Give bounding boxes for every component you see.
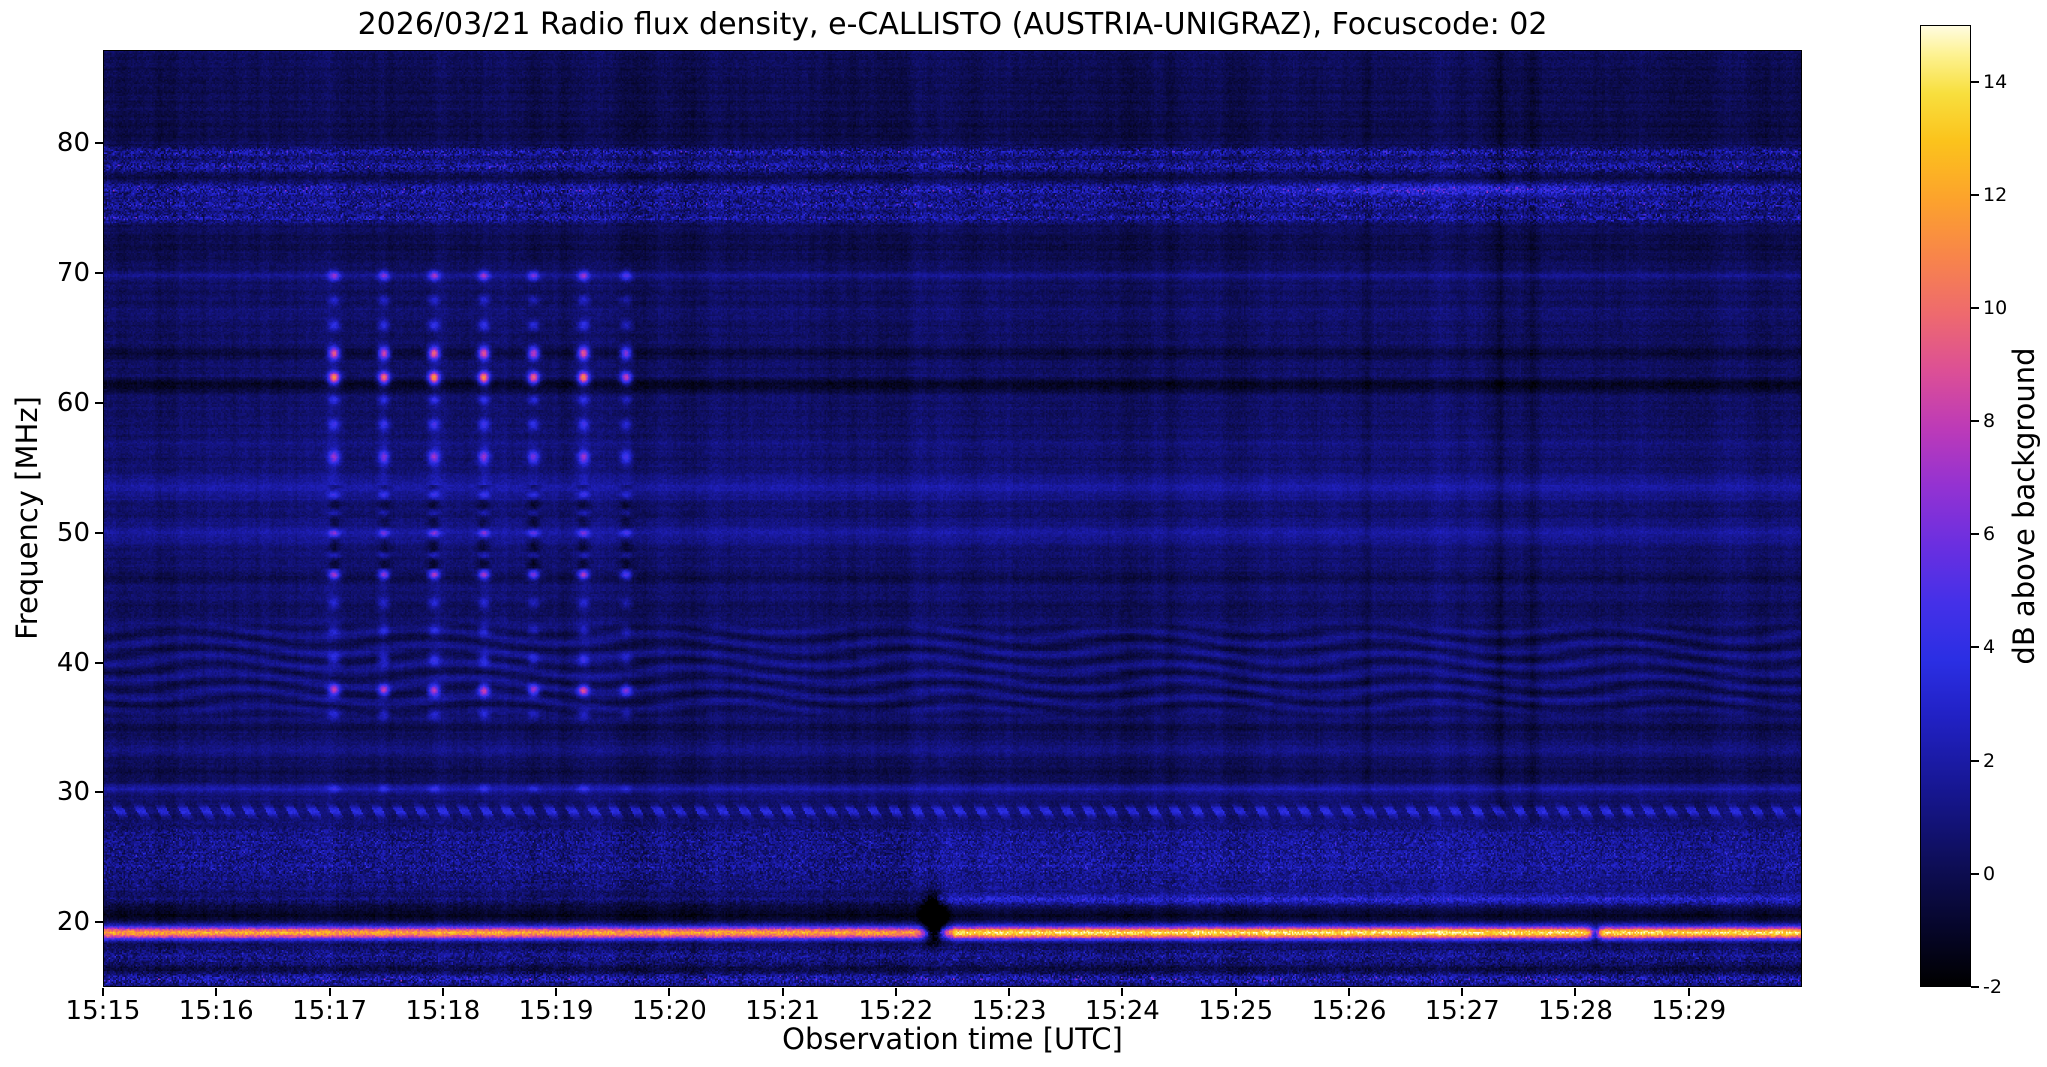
colorbar-tick-mark [1971, 533, 1979, 536]
x-tick-label: 15:20 [631, 996, 707, 1026]
y-tick-label: 50 [56, 517, 90, 548]
colorbar-tick-label: 4 [1983, 636, 1996, 659]
y-tick-label: 60 [56, 387, 90, 418]
y-tick-mark [95, 661, 103, 664]
x-tick-mark [1234, 988, 1237, 996]
x-tick-label: 15:18 [405, 996, 481, 1026]
colorbar-tick-label: 8 [1983, 410, 1996, 433]
x-tick-mark [328, 988, 331, 996]
x-tick-label: 15:25 [1198, 996, 1274, 1026]
x-tick-label: 15:17 [292, 996, 367, 1026]
x-tick-mark [215, 988, 218, 996]
x-tick-label: 15:16 [178, 996, 254, 1026]
x-tick-mark [1461, 988, 1464, 996]
y-tick-mark [95, 921, 103, 924]
x-tick-label: 15:26 [1311, 996, 1387, 1026]
colorbar-tick-label: 2 [1983, 749, 1996, 772]
x-tick-mark [102, 988, 104, 996]
x-tick-label: 15:21 [745, 996, 821, 1026]
colorbar-tick-label: 10 [1983, 296, 2008, 319]
x-axis-label: Observation time [UTC] [782, 1022, 1123, 1056]
x-tick-mark [1574, 988, 1577, 996]
x-tick-label: 15:24 [1084, 996, 1160, 1026]
colorbar-tick-mark [1971, 759, 1979, 762]
x-tick-label: 15:22 [858, 996, 934, 1026]
x-tick-mark [668, 988, 671, 996]
y-tick-label: 40 [56, 647, 90, 678]
y-tick-label: 70 [56, 258, 90, 289]
x-tick-label: 15:15 [65, 996, 141, 1026]
colorbar-tick-mark [1971, 306, 1979, 309]
colorbar-label: dB above background [2007, 347, 2041, 665]
x-tick-mark [894, 988, 897, 996]
colorbar-gradient [1920, 25, 1971, 987]
x-tick-mark [1121, 988, 1124, 996]
x-tick-label: 15:29 [1651, 996, 1727, 1026]
y-tick-mark [95, 791, 103, 794]
colorbar-tick-label: 0 [1983, 862, 1996, 885]
colorbar-tick-mark [1971, 193, 1979, 196]
colorbar-tick-mark [1971, 646, 1979, 649]
y-tick-label: 80 [56, 128, 90, 159]
colorbar-tick-label: 6 [1983, 523, 1996, 546]
colorbar-tick-label: -2 [1983, 976, 2002, 998]
colorbar-tick-label: 12 [1983, 183, 2008, 206]
colorbar-tick-mark [1971, 872, 1979, 875]
y-tick-label: 20 [56, 907, 90, 938]
x-tick-mark [781, 988, 784, 996]
x-tick-mark [441, 988, 444, 996]
x-tick-mark [1347, 988, 1350, 996]
y-tick-label: 30 [56, 777, 90, 808]
y-tick-mark [95, 401, 103, 404]
x-tick-mark [555, 988, 558, 996]
chart-title: 2026/03/21 Radio flux density, e-CALLIST… [357, 7, 1548, 42]
colorbar-tick-label: 14 [1983, 70, 2008, 93]
x-tick-label: 15:28 [1537, 996, 1613, 1026]
colorbar-tick-mark [1971, 80, 1979, 83]
x-tick-mark [1008, 988, 1011, 996]
x-tick-label: 15:27 [1424, 996, 1500, 1026]
colorbar-tick-mark [1971, 420, 1979, 423]
colorbar-tick-mark [1971, 986, 1979, 988]
x-tick-mark [1687, 988, 1690, 996]
x-tick-label: 15:19 [518, 996, 594, 1026]
y-tick-mark [95, 531, 103, 534]
y-tick-mark [95, 272, 103, 275]
spectrogram-heatmap-canvas [103, 50, 1802, 987]
y-tick-mark [95, 142, 103, 145]
x-tick-label: 15:23 [971, 996, 1047, 1026]
